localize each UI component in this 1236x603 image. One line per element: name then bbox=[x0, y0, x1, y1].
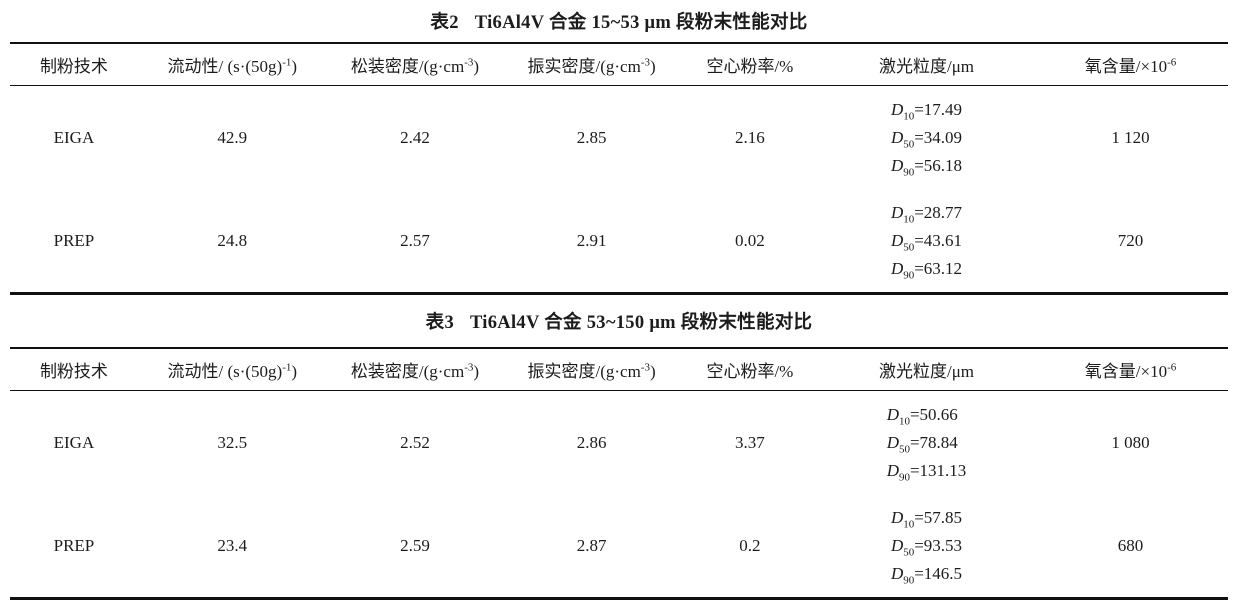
cell-oxygen: 1 120 bbox=[1111, 127, 1150, 147]
cell-apparent-density: 2.57 bbox=[400, 230, 430, 250]
laser-d10: D10=57.85 bbox=[890, 507, 963, 530]
column-header-technique: 制粉技术 bbox=[10, 43, 138, 86]
column-header-hollow-ratio: 空心粉率/% bbox=[679, 43, 820, 86]
cell-hollow-ratio: 0.02 bbox=[735, 230, 765, 250]
column-header-apparent-density: 松装密度/(g·cm-3) bbox=[326, 43, 504, 86]
table-2-label: 表2 bbox=[430, 13, 459, 33]
cell-laser-psd: D10=50.66 D50=78.84 D90=131.13 bbox=[820, 391, 1033, 495]
column-header-apparent-density: 松装密度/(g·cm-3) bbox=[326, 348, 504, 391]
column-header-flowability: 流动性/ (s·(50g)-1) bbox=[137, 43, 327, 86]
cell-laser-psd: D10=57.85 D50=93.53 D90=146.5 bbox=[820, 494, 1033, 599]
table-2-title-text: Ti6Al4V 合金 15~53 μm 段粉末性能对比 bbox=[474, 13, 808, 33]
column-header-laser-psd: 激光粒度/μm bbox=[819, 348, 1034, 391]
cell-tap-density: 2.87 bbox=[576, 535, 607, 555]
laser-d10: D10=28.77 bbox=[890, 202, 963, 225]
laser-d10: D10=17.49 bbox=[890, 99, 963, 122]
column-header-laser-psd: 激光粒度/μm bbox=[819, 43, 1034, 86]
cell-tap-density: 2.86 bbox=[576, 432, 607, 452]
laser-d50: D50=43.61 bbox=[890, 230, 963, 253]
cell-oxygen: 680 bbox=[1117, 535, 1144, 555]
cell-technique: PREP bbox=[53, 535, 95, 555]
cell-flowability: 32.5 bbox=[217, 432, 248, 452]
table-3-header-row: 制粉技术 流动性/ (s·(50g)-1) 松装密度/(g·cm-3) 振实密度… bbox=[10, 348, 1228, 391]
column-header-oxygen: 氧含量/×10-6 bbox=[1033, 348, 1228, 391]
laser-d90: D90=56.18 bbox=[890, 155, 963, 178]
cell-hollow-ratio: 3.37 bbox=[735, 432, 765, 452]
table-3-title-text: Ti6Al4V 合金 53~150 μm 段粉末性能对比 bbox=[470, 313, 813, 333]
table-3: 制粉技术 流动性/ (s·(50g)-1) 松装密度/(g·cm-3) 振实密度… bbox=[10, 347, 1228, 600]
table-2-title: 表2 Ti6Al4V 合金 15~53 μm 段粉末性能对比 bbox=[10, 0, 1228, 42]
table-2-header-row: 制粉技术 流动性/ (s·(50g)-1) 松装密度/(g·cm-3) 振实密度… bbox=[10, 43, 1228, 86]
column-header-oxygen: 氧含量/×10-6 bbox=[1033, 43, 1228, 86]
table-row-eiga: EIGA 32.5 2.52 2.86 3.37 D10=50.66 D50=7… bbox=[10, 391, 1228, 495]
cell-laser-psd: D10=17.49 D50=34.09 D90=56.18 bbox=[820, 86, 1033, 190]
cell-technique: EIGA bbox=[53, 432, 95, 452]
column-header-technique: 制粉技术 bbox=[10, 348, 138, 391]
table-2-section: 表2 Ti6Al4V 合金 15~53 μm 段粉末性能对比 制粉技术 流动性/… bbox=[10, 0, 1228, 295]
cell-apparent-density: 2.59 bbox=[400, 535, 430, 555]
cell-hollow-ratio: 2.16 bbox=[735, 127, 765, 147]
cell-tap-density: 2.85 bbox=[576, 127, 607, 147]
table-row-prep: PREP 23.4 2.59 2.87 0.2 D10=57.85 D50=93… bbox=[10, 494, 1228, 599]
cell-flowability: 42.9 bbox=[217, 127, 248, 147]
laser-d50: D50=93.53 bbox=[890, 535, 963, 558]
table-3-section: 表3 Ti6Al4V 合金 53~150 μm 段粉末性能对比 制粉技术 流动性… bbox=[10, 295, 1228, 600]
table-3-title: 表3 Ti6Al4V 合金 53~150 μm 段粉末性能对比 bbox=[10, 295, 1228, 347]
laser-d10: D10=50.66 bbox=[886, 404, 958, 427]
cell-apparent-density: 2.52 bbox=[400, 432, 430, 452]
cell-oxygen: 1 080 bbox=[1111, 432, 1150, 452]
table-2: 制粉技术 流动性/ (s·(50g)-1) 松装密度/(g·cm-3) 振实密度… bbox=[10, 42, 1228, 295]
cell-laser-psd: D10=28.77 D50=43.61 D90=63.12 bbox=[820, 189, 1033, 294]
column-header-flowability: 流动性/ (s·(50g)-1) bbox=[137, 348, 327, 391]
table-3-label: 表3 bbox=[425, 313, 454, 333]
laser-d90: D90=146.5 bbox=[890, 563, 963, 586]
column-header-hollow-ratio: 空心粉率/% bbox=[679, 348, 820, 391]
cell-technique: EIGA bbox=[53, 127, 95, 147]
column-header-tap-density: 振实密度/(g·cm-3) bbox=[503, 43, 680, 86]
laser-d50: D50=34.09 bbox=[890, 127, 963, 150]
cell-oxygen: 720 bbox=[1117, 230, 1144, 250]
laser-d90: D90=63.12 bbox=[890, 258, 963, 281]
laser-d90: D90=131.13 bbox=[886, 460, 967, 483]
table-row-prep: PREP 24.8 2.57 2.91 0.02 D10=28.77 D50=4… bbox=[10, 189, 1228, 294]
cell-apparent-density: 2.42 bbox=[400, 127, 430, 147]
cell-flowability: 24.8 bbox=[217, 230, 248, 250]
cell-technique: PREP bbox=[53, 230, 95, 250]
cell-tap-density: 2.91 bbox=[576, 230, 607, 250]
cell-flowability: 23.4 bbox=[217, 535, 248, 555]
table-row-eiga: EIGA 42.9 2.42 2.85 2.16 D10=17.49 D50=3… bbox=[10, 86, 1228, 190]
column-header-tap-density: 振实密度/(g·cm-3) bbox=[503, 348, 680, 391]
laser-d50: D50=78.84 bbox=[886, 432, 958, 455]
cell-hollow-ratio: 0.2 bbox=[739, 535, 761, 555]
